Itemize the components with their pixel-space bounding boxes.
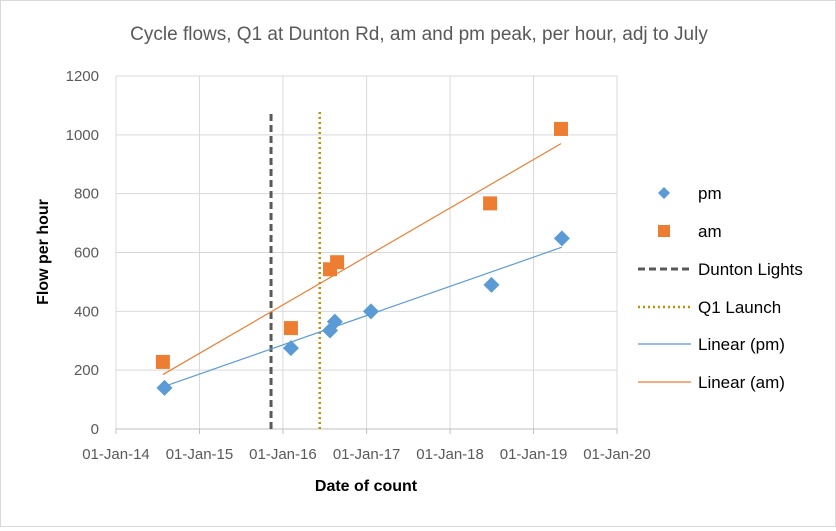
legend-label: pm <box>698 184 722 203</box>
x-tick-label: 01-Jan-14 <box>82 446 150 463</box>
am-point <box>483 196 498 211</box>
tick-labels: 0 200 400 600 800 1000 1200 01-Jan-14 01-Jan-15 0… <box>66 68 651 463</box>
grid <box>116 75 618 429</box>
x-tick-label: 01-Jan-20 <box>583 446 651 463</box>
x-tick-label: 01-Jan-16 <box>249 446 317 463</box>
x-tick-label: 01-Jan-15 <box>166 446 234 463</box>
data-points <box>155 121 570 396</box>
legend-label: Linear (am) <box>698 373 785 392</box>
legend-swatch <box>658 225 670 237</box>
x-tick-label: 01-Jan-18 <box>416 446 484 463</box>
y-tick-label: 400 <box>74 303 99 320</box>
y-tick-label: 1200 <box>66 68 99 85</box>
legend-label: Q1 Launch <box>698 298 781 317</box>
legend-label: am <box>698 222 722 241</box>
am-point <box>283 321 298 336</box>
y-axis-label: Flow per hour <box>35 199 52 305</box>
am-point <box>553 121 568 136</box>
pm-point <box>156 379 173 396</box>
x-axis-label: Date of count <box>315 478 418 495</box>
x-tick-label: 01-Jan-17 <box>333 446 401 463</box>
am-point <box>155 354 170 369</box>
reference-lines <box>269 111 321 429</box>
axes <box>115 76 618 434</box>
y-tick-label: 200 <box>74 362 99 379</box>
pm-point <box>362 303 379 320</box>
y-tick-label: 1000 <box>66 127 99 144</box>
y-tick-label: 800 <box>74 186 99 203</box>
legend-label: Linear (pm) <box>698 335 785 354</box>
pm-point <box>553 230 570 247</box>
legend-label: Dunton Lights <box>698 260 803 279</box>
y-tick-label: 0 <box>91 421 99 438</box>
pm-point <box>483 276 500 293</box>
pm-point <box>326 313 343 330</box>
trendline-am <box>162 143 562 376</box>
trendline-pm <box>164 246 563 387</box>
x-tick-label: 01-Jan-19 <box>500 446 568 463</box>
y-tick-label: 600 <box>74 245 99 262</box>
legend: pm am Dunton Lights Q1 Launch Linear (pm) Lin… <box>638 184 803 392</box>
trendlines <box>162 143 563 387</box>
legend-swatch <box>658 187 670 199</box>
am-point <box>330 255 345 270</box>
pm-point <box>282 340 299 357</box>
chart-title: Cycle flows, Q1 at Dunton Rd, am and pm … <box>130 24 708 45</box>
